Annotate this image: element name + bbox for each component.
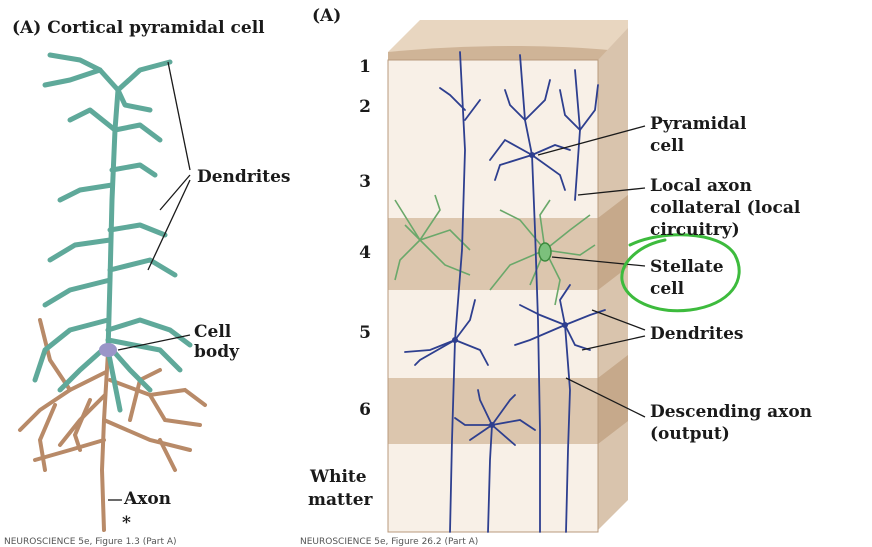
stellate-label-line2: cell xyxy=(650,279,685,299)
layer-5 xyxy=(388,290,598,378)
layer-number-2: 2 xyxy=(359,97,371,117)
local-axon-label-line1: Local axon xyxy=(650,176,752,196)
layer-number-6: 6 xyxy=(359,400,371,420)
pyramidal-label-line1: Pyramidal xyxy=(650,114,747,134)
asterisk-mark: * xyxy=(122,513,131,533)
footer-caption-right: NEUROSCIENCE 5e, Figure 26.2 (Part A) xyxy=(300,537,479,547)
white-matter-label-line1: White xyxy=(310,467,367,487)
layer-number-4: 4 xyxy=(359,243,371,263)
cell-body-label-line1: Cell xyxy=(194,322,232,342)
local-axon-label-line2: collateral (local xyxy=(650,198,801,218)
stellate-label-line1: Stellate xyxy=(650,257,724,277)
layer-number-5: 5 xyxy=(359,323,371,343)
white-matter-label-line2: matter xyxy=(308,490,373,510)
right-leader-lines xyxy=(537,125,646,418)
dendrites-label-left: Dendrites xyxy=(197,167,291,187)
left-leader-lines xyxy=(108,61,191,501)
stellate-cell-body xyxy=(538,242,552,262)
layer-4 xyxy=(388,218,598,290)
cell-body-label-line2: body xyxy=(194,342,239,362)
pyramidal-label-line2: cell xyxy=(650,136,685,156)
pyramidal-axon xyxy=(18,318,207,532)
white-matter xyxy=(388,444,598,532)
cortical-neurons xyxy=(404,51,606,533)
stellate-cells xyxy=(394,194,596,306)
layer-1-3 xyxy=(388,60,598,218)
footer-caption-left: NEUROSCIENCE 5e, Figure 1.3 (Part A) xyxy=(4,537,177,547)
layer-number-3: 3 xyxy=(359,172,371,192)
layer-number-1: 1 xyxy=(359,57,371,77)
left-panel-title: (A) Cortical pyramidal cell xyxy=(12,18,265,38)
layer-6 xyxy=(388,378,598,444)
dendrites-label-right: Dendrites xyxy=(650,324,744,344)
axon-label: Axon xyxy=(124,489,172,509)
descending-axon-label-line1: Descending axon xyxy=(650,402,813,422)
stellate-annotation-circle xyxy=(620,233,741,313)
pyramidal-dendrites xyxy=(32,52,193,413)
pyramidal-cell-body xyxy=(99,343,117,357)
descending-axon-label-line2: (output) xyxy=(650,424,730,444)
local-axon-label-line3: circuitry) xyxy=(650,220,740,240)
right-panel-title: (A) xyxy=(312,6,342,26)
